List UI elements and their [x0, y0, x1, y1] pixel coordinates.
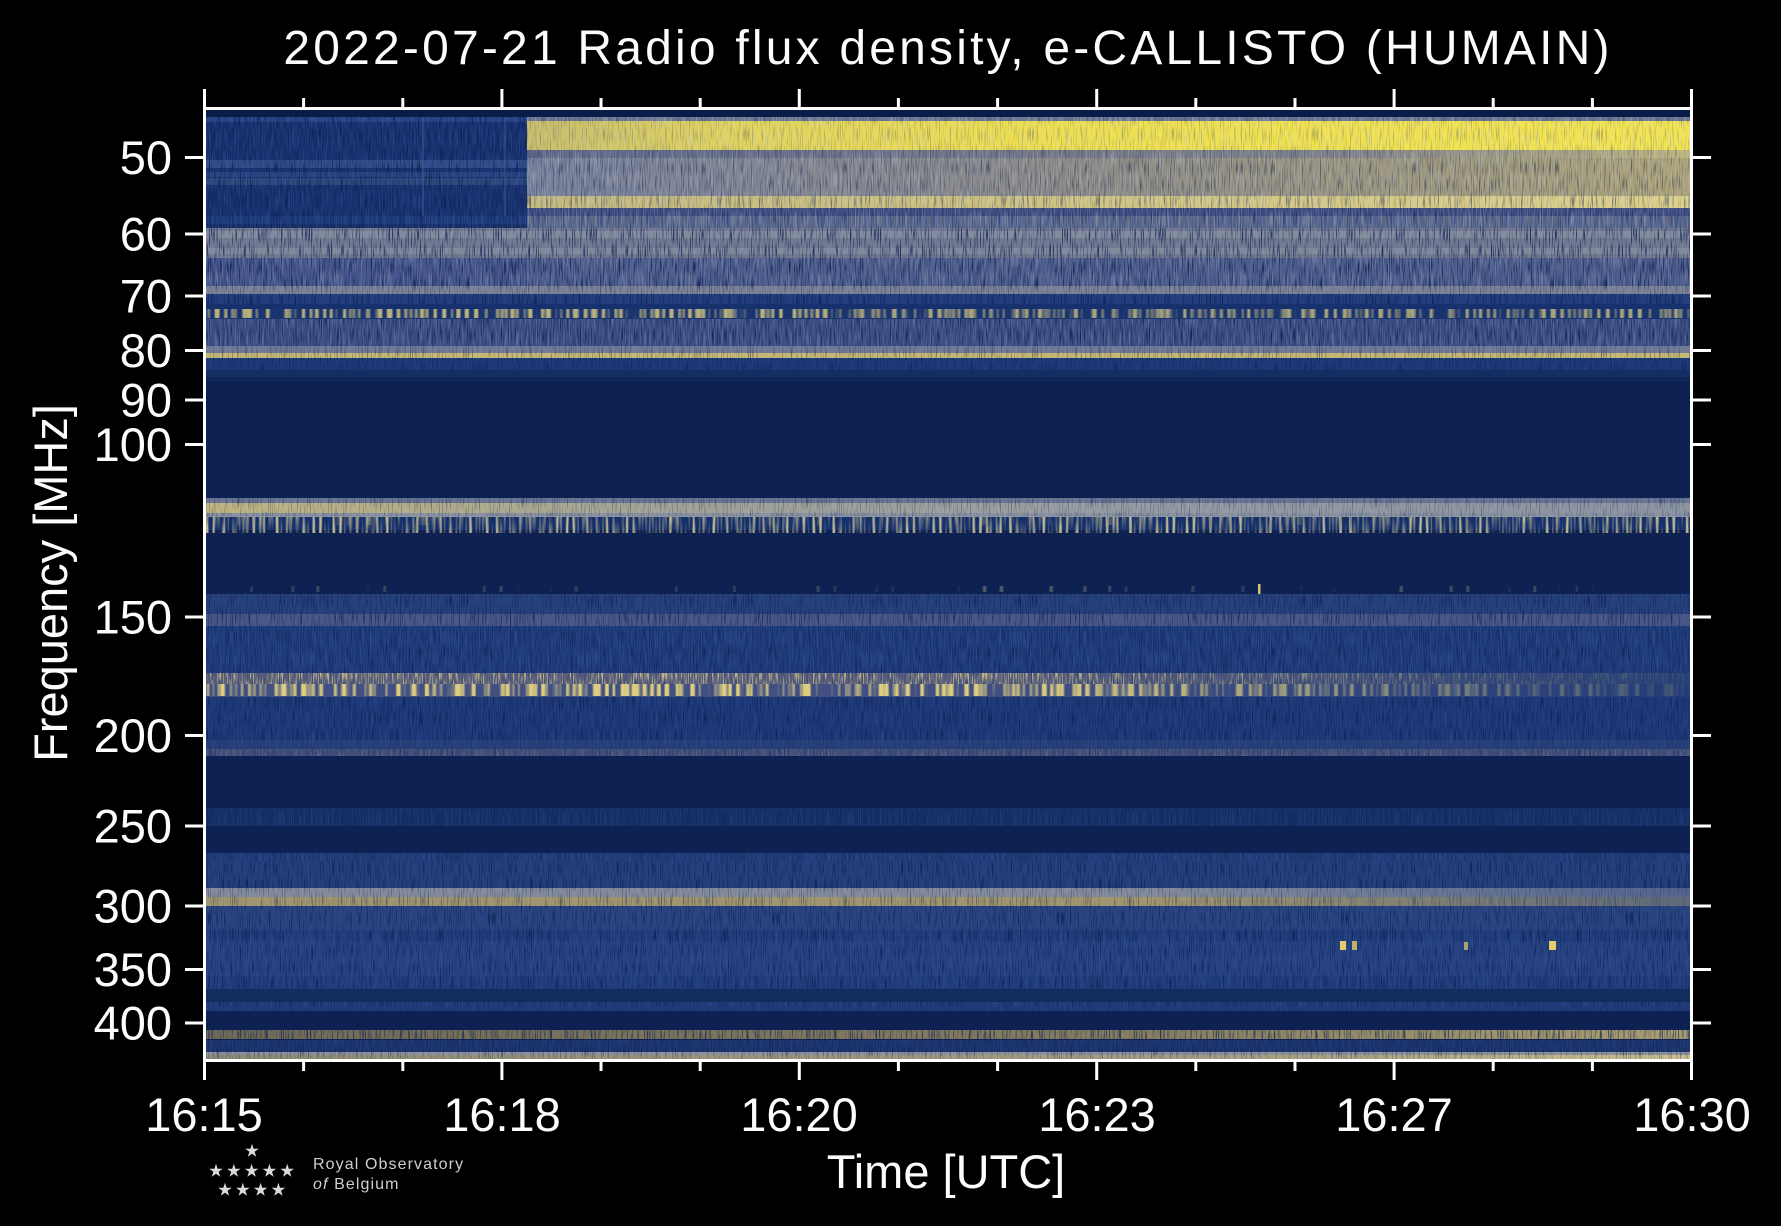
svg-text:100: 100	[94, 418, 172, 471]
svg-text:16:23: 16:23	[1038, 1088, 1156, 1141]
svg-text:of Belgium: of Belgium	[313, 1176, 400, 1193]
svg-text:300: 300	[94, 880, 172, 933]
svg-text:16:30: 16:30	[1633, 1088, 1751, 1141]
svg-text:16:15: 16:15	[145, 1088, 263, 1141]
svg-text:16:27: 16:27	[1335, 1088, 1453, 1141]
svg-text:150: 150	[94, 591, 172, 644]
svg-text:80: 80	[120, 324, 172, 377]
svg-text:16:18: 16:18	[443, 1088, 561, 1141]
svg-text:400: 400	[94, 997, 172, 1050]
svg-text:50: 50	[120, 131, 172, 184]
svg-text:Time [UTC]: Time [UTC]	[827, 1145, 1065, 1198]
svg-text:16:20: 16:20	[740, 1088, 858, 1141]
svg-text:70: 70	[120, 270, 172, 323]
svg-text:60: 60	[120, 208, 172, 261]
svg-text:200: 200	[94, 709, 172, 762]
svg-text:350: 350	[94, 943, 172, 996]
svg-text:Royal Observatory: Royal Observatory	[313, 1156, 464, 1173]
svg-text:2022-07-21 Radio flux density,: 2022-07-21 Radio flux density, e-CALLIST…	[283, 22, 1612, 75]
svg-text:Frequency [MHz]: Frequency [MHz]	[24, 404, 77, 762]
svg-text:90: 90	[120, 374, 172, 427]
svg-text:250: 250	[94, 800, 172, 853]
